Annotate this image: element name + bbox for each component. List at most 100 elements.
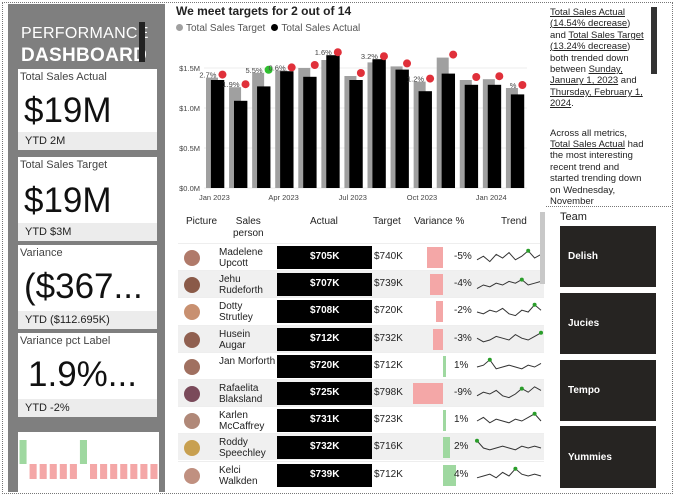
column-header-picture[interactable]: Picture xyxy=(186,216,218,227)
bar-actual[interactable] xyxy=(210,80,225,188)
variance-marker[interactable] xyxy=(356,69,365,77)
bar-actual[interactable] xyxy=(395,69,409,188)
variance-marker[interactable] xyxy=(518,81,527,89)
variance-pct: 1% xyxy=(454,414,469,426)
team-button-delish[interactable]: Delish xyxy=(560,226,656,287)
variance-marker[interactable] xyxy=(426,74,435,83)
narrative-text: Across all metrics, xyxy=(550,127,628,139)
variance-marker[interactable] xyxy=(403,59,412,68)
column-header-actual[interactable]: Actual xyxy=(310,216,338,227)
variance-marker[interactable] xyxy=(287,63,296,72)
table-row[interactable]: Jehu Rudeforth $707K $739K -4% xyxy=(178,270,544,298)
actual-cell: $739K xyxy=(277,463,372,487)
narrative-highlight[interactable]: 13.24% decrease xyxy=(553,41,628,53)
kpi-card-variance[interactable]: Variance ($367... YTD ($112.695K) xyxy=(18,245,157,329)
mini-bar-positive xyxy=(19,440,27,464)
column-header-sales-person[interactable]: Sales person xyxy=(233,216,264,239)
sparkline-marker xyxy=(487,357,492,362)
narrative-highlight[interactable]: Sunday, January 1, 2023 xyxy=(550,64,623,87)
bar-actual[interactable] xyxy=(303,76,317,188)
legend-item-actual: Total Sales Actual xyxy=(271,23,360,34)
target-cell: $712K xyxy=(374,359,403,371)
sales-bar-chart[interactable]: $0.0M $0.5M $1.0M $1.5M2.7% 1.9% 5.5% 0.6% 1.6%… xyxy=(172,35,532,205)
variance-marker[interactable] xyxy=(449,50,458,59)
team-button-jucies[interactable]: Jucies xyxy=(560,293,656,354)
kpi-card-total-sales-actual[interactable]: Total Sales Actual $19M YTD 2M xyxy=(18,69,157,150)
kpi-card-variance-pct[interactable]: Variance pct Label 1.9%... YTD -2% xyxy=(18,333,157,417)
variance-marker[interactable] xyxy=(241,80,250,89)
bar-actual[interactable] xyxy=(418,91,432,188)
sales-person-name: Roddy Speechley xyxy=(219,437,266,460)
variance-marker[interactable] xyxy=(495,72,504,81)
variance-marker[interactable] xyxy=(333,48,342,57)
variance-pct: -5% xyxy=(454,251,472,262)
narrative-highlight[interactable]: Total Sales Target ( xyxy=(550,29,644,53)
bar-actual[interactable] xyxy=(487,84,502,188)
variance-marker[interactable] xyxy=(310,61,319,69)
sparkline-marker xyxy=(539,330,543,335)
team-button-tempo[interactable]: Tempo xyxy=(560,360,656,421)
kpi-value: 1.9%... xyxy=(28,355,137,394)
bar-actual[interactable] xyxy=(372,59,386,189)
sparkline-marker xyxy=(513,466,518,471)
bar-actual[interactable] xyxy=(510,94,525,188)
column-header-variance[interactable]: Variance % xyxy=(414,216,465,227)
bar-actual[interactable] xyxy=(441,73,456,188)
table-row[interactable]: Rafaelita Blaksland $725K $798K -9% xyxy=(178,379,544,406)
target-cell: $740K xyxy=(374,251,403,262)
team-button-yummies[interactable]: Yummies xyxy=(560,426,656,488)
narrative-text: ) both trended down between xyxy=(550,41,631,76)
actual-cell: $707K xyxy=(277,273,372,297)
bar-actual[interactable] xyxy=(233,100,248,188)
variance-marker[interactable] xyxy=(264,65,273,74)
variance-marker[interactable] xyxy=(379,52,388,61)
y-tick-label: $1.5M xyxy=(179,64,200,73)
narrative-highlight[interactable]: 14.54% decrease xyxy=(553,18,628,30)
mini-bar-negative xyxy=(69,464,77,479)
kpi-card-total-sales-target[interactable]: Total Sales Target $19M YTD $3M xyxy=(18,157,157,241)
bar-actual[interactable] xyxy=(326,55,340,189)
variance-pct: 1% xyxy=(454,359,469,371)
variance-marker[interactable] xyxy=(472,73,481,81)
table-row[interactable]: Kelci Walkden $739K $712K 4% xyxy=(178,460,544,488)
narrative-highlight[interactable]: Total Sales Actual xyxy=(550,139,625,151)
table-row[interactable]: Madelene Upcott $705K $740K -5% xyxy=(178,243,544,270)
x-tick-label: Jul 2023 xyxy=(339,193,367,202)
variance-bar-negative xyxy=(436,301,443,323)
variance-label: 1.6% xyxy=(315,48,332,57)
bar-actual[interactable] xyxy=(257,86,271,188)
column-header-trend[interactable]: Trend xyxy=(501,216,527,227)
sparkline-line xyxy=(476,250,542,263)
narrative-text: and xyxy=(618,75,637,87)
variance-marker[interactable] xyxy=(218,70,227,79)
table-row[interactable]: Husein Augar $712K $732K -3% xyxy=(178,324,544,352)
mini-bar-negative xyxy=(130,464,138,479)
avatar xyxy=(184,304,200,321)
narrative-highlight[interactable]: Thursday, February 1, 2024 xyxy=(550,86,643,110)
mini-bar-negative xyxy=(39,464,47,479)
sales-person-name: Rafaelita Blaksland xyxy=(219,383,263,405)
column-header-target[interactable]: Target xyxy=(373,216,401,227)
table-row[interactable]: Roddy Speechley $732K $716K 2% xyxy=(178,433,544,461)
kpi-label: Total Sales Actual xyxy=(20,71,107,83)
table-scrollbar[interactable] xyxy=(540,212,545,284)
variance-label: 2.7% xyxy=(199,71,216,80)
sparkline-marker xyxy=(519,386,524,391)
table-row[interactable]: Dotty Strutley $708K $720K -2% xyxy=(178,297,544,324)
bar-actual[interactable] xyxy=(349,80,363,188)
narrative-scrollbar[interactable] xyxy=(651,7,657,74)
bar-actual[interactable] xyxy=(464,84,479,188)
trend-sparkline xyxy=(476,411,542,424)
variance-pct: -9% xyxy=(454,387,472,398)
bar-actual[interactable] xyxy=(280,71,294,188)
table-row[interactable]: Karlen McCaffrey $731K $723K 1% xyxy=(178,406,544,433)
y-tick-label: $0.5M xyxy=(179,144,200,153)
table-row[interactable]: Jan Morforth $720K $712K 1% xyxy=(178,351,544,379)
legend-target-label: Total Sales Target xyxy=(186,23,266,34)
variance-label: 5.5% xyxy=(245,66,262,75)
sparkline-marker xyxy=(475,439,479,444)
narrative-paragraph-2: Across all metrics, Total Sales Actual h… xyxy=(550,128,647,208)
y-tick-label: $0.0M xyxy=(179,184,200,193)
narrative-highlight[interactable]: Total Sales Actual ( xyxy=(550,7,625,30)
kpi-value: $19M xyxy=(24,91,112,130)
